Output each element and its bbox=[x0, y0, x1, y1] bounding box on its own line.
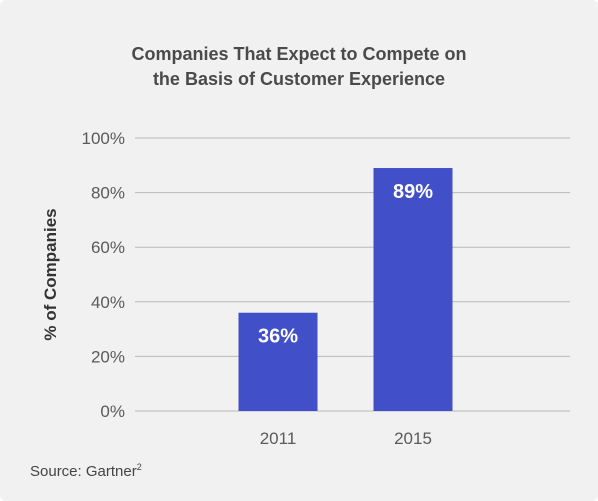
x-tick-label: 2015 bbox=[394, 429, 432, 448]
y-tick-label: 20% bbox=[91, 347, 125, 366]
x-tick-label: 2011 bbox=[260, 429, 297, 448]
y-tick-label: 60% bbox=[91, 238, 125, 257]
chart-title-line-2: the Basis of Customer Experience bbox=[152, 69, 446, 89]
y-tick-label: 0% bbox=[100, 402, 125, 421]
source-note: Source: Gartner2 bbox=[30, 462, 142, 480]
bar bbox=[238, 312, 318, 411]
bar-value-label: 89% bbox=[393, 181, 433, 203]
source-text: Source: Gartner bbox=[30, 463, 137, 480]
y-tick-label: 40% bbox=[91, 293, 125, 312]
source-footnote: 2 bbox=[136, 462, 142, 472]
y-tick-label: 100% bbox=[82, 129, 125, 148]
y-tick-label: 80% bbox=[91, 184, 125, 203]
bar-value-label: 36% bbox=[258, 326, 298, 348]
y-axis-title: % of Companies bbox=[41, 208, 60, 340]
bar bbox=[373, 168, 453, 411]
chart-title: Companies That Expect to Compete on the … bbox=[0, 42, 598, 92]
chart-title-line-1: Companies That Expect to Compete on bbox=[131, 44, 467, 64]
